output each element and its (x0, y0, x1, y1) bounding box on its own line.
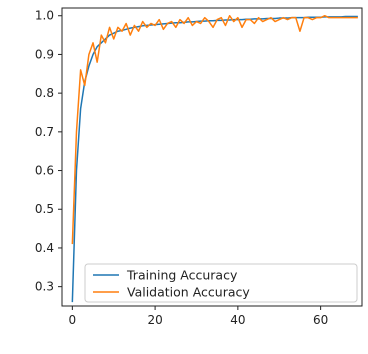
x-tick-label: 0 (69, 313, 77, 327)
y-tick-label: 0.7 (35, 125, 54, 139)
y-tick-label: 0.3 (35, 280, 54, 294)
y-tick-label: 0.6 (35, 164, 54, 178)
legend-box (84, 263, 358, 303)
x-tick-label: 40 (230, 313, 245, 327)
y-tick-label: 0.5 (35, 202, 54, 216)
x-tick-label: 60 (313, 313, 328, 327)
y-tick-label: 0.9 (35, 47, 54, 61)
legend: Training Accuracy Validation Accuracy (84, 263, 358, 303)
y-tick-label: 0.8 (35, 86, 54, 100)
y-tick-label: 0.4 (35, 241, 54, 255)
y-tick-label: 1.0 (35, 9, 54, 23)
legend-label-training: Training Accuracy (126, 268, 238, 283)
x-tick-label: 20 (147, 313, 162, 327)
series-line-training (71, 15, 358, 303)
ticks-layer: 0.3 0.4 0.5 0.6 0.7 0.8 0.9 1.0 0 20 40 60 (35, 9, 328, 327)
legend-label-validation: Validation Accuracy (127, 285, 250, 300)
series-line-validation (71, 14, 358, 245)
plot-frame (61, 7, 363, 307)
lines-layer (71, 14, 358, 303)
